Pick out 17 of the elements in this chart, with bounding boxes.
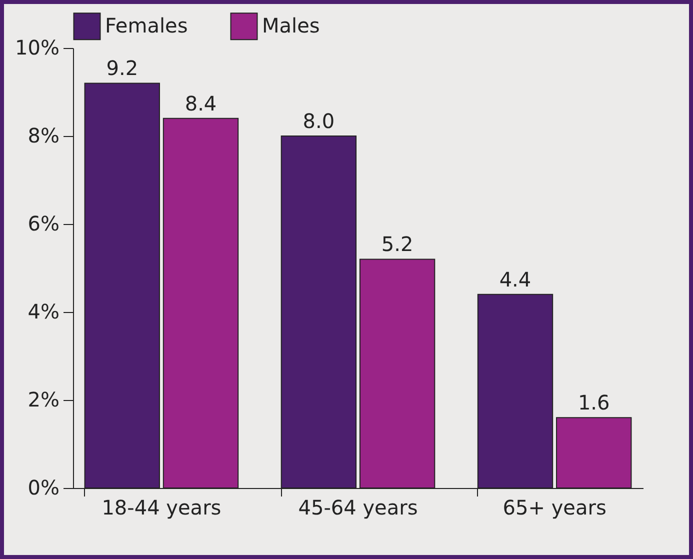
y-tick-label: 6% [28,212,60,236]
data-label: 8.4 [184,91,217,116]
x-tick-label: 65+ years [502,496,606,520]
y-tick-label: 8% [28,124,60,148]
data-label: 9.2 [106,56,138,80]
x-tick-label: 45-64 years [298,496,418,520]
y-tick-label: 2% [28,388,60,412]
data-label: 4.4 [499,267,532,292]
legend-label: Females [105,13,188,38]
legend-label: Males [262,13,320,38]
y-tick-label: 0% [28,476,60,500]
y-tick-label: 10% [15,36,60,60]
x-tick-label: 18-44 years [102,496,222,520]
data-label: 5.2 [381,232,414,256]
data-label: 1.6 [578,390,610,415]
y-tick-label: 4% [28,300,60,324]
data-label: 8.0 [302,109,335,133]
